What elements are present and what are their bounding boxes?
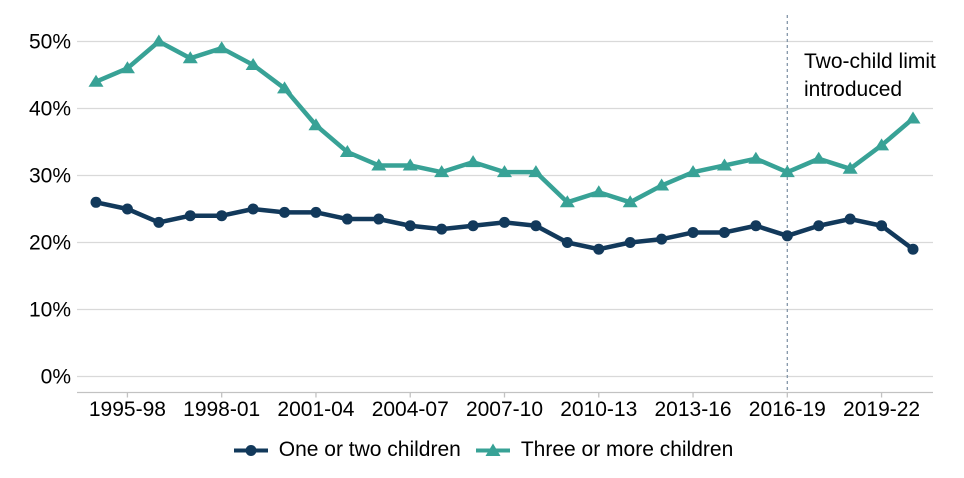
x-axis-tick-label: 2013-16	[654, 398, 731, 421]
data-point-marker	[371, 158, 387, 171]
data-point-marker	[528, 165, 544, 178]
data-point-marker	[687, 226, 699, 238]
y-axis-tick-label: 0%	[41, 366, 71, 389]
data-point-marker	[279, 206, 291, 218]
data-point-marker	[593, 243, 605, 255]
data-point-marker	[907, 243, 919, 255]
data-point-marker	[748, 151, 764, 164]
data-point-marker	[339, 145, 355, 158]
data-point-marker	[844, 213, 856, 225]
data-point-marker	[530, 220, 542, 232]
data-point-marker	[467, 220, 479, 232]
data-point-marker	[119, 61, 135, 74]
data-point-marker	[404, 220, 416, 232]
data-point-marker	[402, 158, 418, 171]
x-axis-tick-label: 2004-07	[372, 398, 449, 421]
x-axis-tick-label: 2010-13	[560, 398, 637, 421]
triangle-marker-icon	[475, 443, 510, 456]
data-point-marker	[876, 220, 888, 232]
x-axis-tick-label: 1998-01	[183, 398, 260, 421]
line-chart-canvas: 0% 10% 20% 30% 40% 50% 1995-98 1998-01 2001-04 20…	[29, 15, 936, 421]
data-point-marker	[622, 195, 638, 208]
data-point-marker	[718, 226, 730, 238]
x-axis-tick-label: 2001-04	[277, 398, 354, 421]
data-point-marker	[874, 138, 890, 151]
data-point-marker	[434, 165, 450, 178]
data-point-marker	[811, 151, 827, 164]
circle-marker-icon	[233, 444, 268, 456]
data-point-marker	[121, 203, 133, 215]
data-point-marker	[436, 223, 448, 235]
series-line-three-or-more-children	[93, 39, 916, 205]
legend-item-three-or-more-children: Three or more children	[473, 438, 733, 462]
data-point-marker	[184, 210, 196, 222]
legend: One or two children Three or more childr…	[0, 433, 964, 467]
x-axis-tick-label: 2019-22	[843, 398, 920, 421]
data-point-marker	[88, 74, 104, 87]
data-point-marker	[151, 34, 167, 47]
data-point-marker	[842, 161, 858, 174]
y-axis-tick-label: 20%	[29, 232, 71, 255]
legend-item-one-or-two-children: One or two children	[231, 438, 461, 462]
data-point-marker	[781, 230, 793, 242]
data-point-marker	[90, 196, 102, 208]
data-point-marker	[214, 41, 230, 54]
data-point-marker	[561, 237, 573, 248]
data-point-marker	[498, 216, 510, 228]
data-point-marker	[716, 158, 732, 171]
legend-label-three-or-more-children: Three or more children	[520, 438, 734, 461]
y-axis-tick-label: 30%	[29, 165, 71, 188]
data-point-marker	[277, 81, 293, 94]
annotation-two-child-limit-line2: introduced	[804, 78, 902, 101]
data-point-marker	[245, 57, 261, 70]
annotation-two-child-limit-line1: Two-child limit	[804, 50, 936, 73]
x-axis-tick-label: 2007-10	[466, 398, 543, 421]
data-point-marker	[153, 216, 165, 228]
y-axis-tick-label: 50%	[29, 31, 71, 54]
data-point-marker	[654, 178, 670, 191]
data-point-marker	[905, 111, 921, 124]
data-point-marker	[656, 233, 668, 245]
legend-label-one-or-two-children: One or two children	[278, 438, 461, 461]
data-point-marker	[624, 237, 636, 248]
data-point-marker	[341, 213, 353, 225]
data-point-marker	[750, 220, 762, 232]
data-point-marker	[813, 220, 825, 232]
y-axis-tick-label: 10%	[29, 299, 71, 322]
data-point-marker	[182, 51, 198, 64]
data-point-marker	[216, 210, 228, 222]
data-point-marker	[308, 118, 324, 131]
data-point-marker	[373, 213, 385, 225]
data-point-marker	[247, 203, 259, 215]
data-point-marker	[591, 185, 607, 198]
data-point-marker	[310, 206, 322, 218]
data-point-marker	[465, 155, 481, 168]
data-point-marker	[559, 195, 575, 208]
x-axis-tick-label: 2016-19	[749, 398, 826, 421]
data-point-marker	[496, 165, 512, 178]
data-point-marker	[779, 165, 795, 178]
x-axis-tick-label: 1995-98	[89, 398, 166, 421]
data-point-marker	[685, 165, 701, 178]
y-axis-tick-label: 40%	[29, 98, 71, 121]
